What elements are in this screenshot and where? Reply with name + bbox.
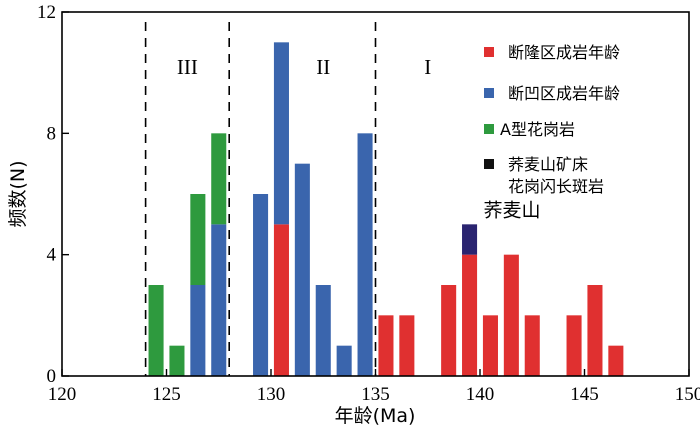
legend-swatch-a-type-granite <box>484 124 494 134</box>
x-tick-label-145: 145 <box>570 384 599 405</box>
bar-series2-x133_5 <box>336 345 352 376</box>
y-tick-label-4: 4 <box>47 245 57 266</box>
bar-series4-x139_5 <box>462 224 478 255</box>
legend-label-uplift: 断隆区成岩年龄 <box>508 43 620 62</box>
bar-series1-x144_5 <box>566 315 582 376</box>
legend: 断隆区成岩年龄 断凹区成岩年龄 A型花岗岩 荞麦山矿床 花岗闪长斑岩 <box>484 43 620 196</box>
bar-series3-x124_5 <box>148 285 164 376</box>
bar-series1-x142_5 <box>524 315 540 376</box>
bar-series1-x138_5 <box>441 285 457 376</box>
bar-series1-x130_5 <box>273 224 289 376</box>
bar-series3-x127_5 <box>211 133 227 225</box>
y-axis-title: 频数(N) <box>7 160 29 227</box>
annotation-label: 荞麦山 <box>484 199 541 221</box>
bar-series1-x146_5 <box>608 345 624 376</box>
y-tick-label-0: 0 <box>47 366 57 387</box>
bar-series1-x135_5 <box>378 315 394 376</box>
bar-series1-x141_5 <box>503 254 519 376</box>
axis-ticks: 120 125 130 135 140 145 150 0 4 8 12 <box>37 2 700 405</box>
bar-series2-x127_5 <box>211 224 227 376</box>
bar-series3-x126_5 <box>190 194 206 285</box>
bars-layer <box>148 42 624 376</box>
x-tick-label-130: 130 <box>257 384 286 405</box>
bar-series2-x132_5 <box>315 285 331 376</box>
legend-label-a-type-granite: A型花岗岩 <box>500 120 575 139</box>
bar-series2-x134_5 <box>357 133 373 376</box>
x-tick-label-140: 140 <box>466 384 495 405</box>
bar-series1-x145_5 <box>587 285 603 376</box>
bar-series3-x125_5 <box>169 345 185 376</box>
bar-series2-x130_5 <box>273 42 289 225</box>
bar-series1-x139_5 <box>462 254 478 376</box>
bar-series2-x131_5 <box>294 163 310 376</box>
x-axis-title: 年龄(Ma) <box>335 405 416 427</box>
x-tick-label-135: 135 <box>361 384 390 405</box>
zone-label-III: III <box>177 55 198 79</box>
legend-label-qiaomaishan-line2: 花岗闪长斑岩 <box>508 177 604 196</box>
x-tick-label-120: 120 <box>48 384 77 405</box>
x-tick-label-125: 125 <box>152 384 181 405</box>
legend-label-qiaomaishan: 荞麦山矿床 <box>508 155 588 174</box>
bar-series1-x136_5 <box>399 315 415 376</box>
y-tick-label-12: 12 <box>37 2 56 23</box>
x-tick-label-150: 150 <box>675 384 700 405</box>
bar-series1-x140_5 <box>482 315 498 376</box>
zone-label-II: II <box>316 55 330 79</box>
bar-series2-x129_5 <box>253 194 269 376</box>
legend-swatch-uplift <box>484 47 494 57</box>
y-tick-label-8: 8 <box>47 123 57 144</box>
legend-swatch-qiaomaishan <box>484 159 494 169</box>
bar-series2-x126_5 <box>190 285 206 376</box>
zone-label-I: I <box>424 55 431 79</box>
legend-swatch-depression <box>484 88 494 98</box>
legend-label-depression: 断凹区成岩年龄 <box>508 84 620 103</box>
